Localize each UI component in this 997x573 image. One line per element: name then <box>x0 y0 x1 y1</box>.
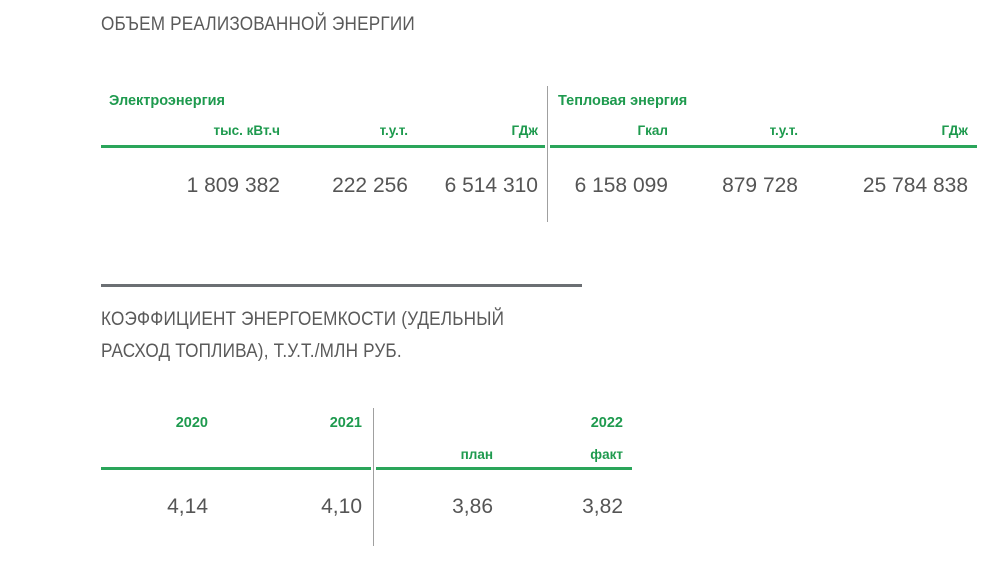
heat-header-rule <box>550 145 977 148</box>
year-2020: 2020 <box>175 415 208 431</box>
unit-gj-electricity: ГДж <box>511 123 538 138</box>
section-divider <box>101 284 582 287</box>
heat-energy-label: Тепловая энергия <box>558 93 688 109</box>
year-2022: 2022 <box>590 415 623 431</box>
unit-gj-heat: ГДж <box>941 123 968 138</box>
value-electricity-kwh: 1 809 382 <box>186 174 280 197</box>
value-heat-gj: 25 784 838 <box>862 174 968 197</box>
unit-thousand-kwh: тыс. кВт.ч <box>213 123 281 138</box>
value-2021: 4,10 <box>321 495 362 518</box>
sub-plan: план <box>460 447 493 462</box>
energy-intensity-title-line2: РАСХОД ТОПЛИВА), Т.У.Т./МЛН РУБ. <box>101 340 402 362</box>
unit-tut-electricity: т.у.т. <box>379 123 408 138</box>
unit-tut-heat: т.у.т. <box>769 123 798 138</box>
section2-column-divider <box>373 408 374 546</box>
intensity-header-rule-left <box>101 467 371 470</box>
year-2021: 2021 <box>329 415 362 431</box>
value-electricity-tut: 222 256 <box>332 174 408 197</box>
value-2020: 4,14 <box>167 495 208 518</box>
value-heat-tut: 879 728 <box>722 174 798 197</box>
unit-gcal: Гкал <box>637 123 669 138</box>
value-2022-fact: 3,82 <box>582 495 623 518</box>
electricity-label: Электроэнергия <box>109 93 226 109</box>
energy-intensity-title-line1: КОЭФФИЦИЕНТ ЭНЕРГОЕМКОСТИ (УДЕЛЬНЫЙ <box>101 308 505 330</box>
intensity-header-rule-right <box>376 467 632 470</box>
electricity-header-rule <box>101 145 545 148</box>
value-heat-gcal: 6 158 099 <box>574 174 668 197</box>
section1-column-divider <box>547 86 548 222</box>
sub-fact: факт <box>590 447 623 462</box>
energy-volume-title: ОБЪЕМ РЕАЛИЗОВАННОЙ ЭНЕРГИИ <box>101 13 415 35</box>
value-2022-plan: 3,86 <box>452 495 493 518</box>
value-electricity-gj: 6 514 310 <box>444 174 538 197</box>
